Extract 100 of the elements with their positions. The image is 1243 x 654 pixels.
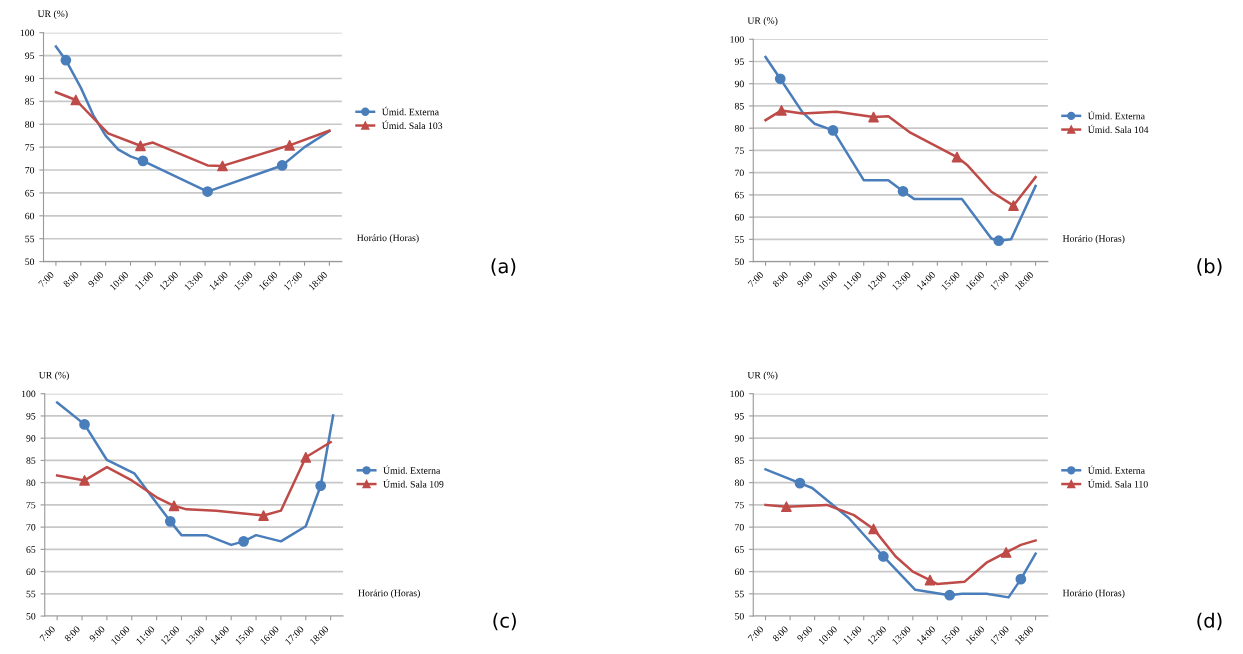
y-tick-label: 75 [25, 144, 35, 151]
y-tick-label: 90 [25, 75, 35, 82]
x-axis-title: Horário (Horas) [357, 234, 419, 244]
point [135, 140, 146, 152]
legend-label: Úmid. Sala 103 [382, 120, 443, 130]
y-tick-label: 70 [735, 169, 744, 177]
y-axis-title: UR (%) [747, 17, 778, 26]
point [827, 125, 839, 136]
text: (c) [493, 612, 516, 631]
point [951, 151, 963, 163]
y-tick-label: 60 [26, 568, 36, 576]
y-tick-label: 100 [730, 390, 744, 398]
x-tick-label: 9:00 [88, 625, 106, 642]
y-tick-label: 90 [734, 435, 744, 442]
y-tick-label: 50 [26, 612, 36, 620]
point [781, 501, 792, 513]
point [70, 94, 82, 106]
y-tick-label: 95 [734, 412, 744, 420]
y-tick-label: 70 [25, 166, 35, 174]
y-tick-label: 65 [25, 189, 35, 197]
x-tick-label: 8:00 [772, 271, 789, 288]
legend-label: Úmid. Externa [1087, 465, 1145, 474]
y-tick-label: 100 [20, 29, 35, 37]
y-tick-label: 75 [735, 147, 744, 154]
x-axis-title: Horário (Horas) [358, 589, 420, 599]
point [1000, 547, 1012, 558]
y-tick-label: 100 [730, 36, 744, 43]
x-tick-label: 9:00 [87, 271, 105, 288]
x-axis-title: Horário (Horas) [1062, 589, 1125, 599]
y-tick-label: 70 [735, 524, 744, 531]
y-tick-label: 75 [26, 501, 36, 509]
y-tick-label: 80 [734, 479, 744, 487]
legend-label: Úmid. Externa [1087, 110, 1145, 120]
point [79, 475, 90, 486]
y-tick-label: 55 [735, 236, 744, 243]
y-tick-label: 95 [25, 52, 35, 60]
point [284, 139, 295, 151]
y-tick-label: 90 [734, 80, 744, 88]
point [924, 574, 936, 586]
y-tick-label: 65 [734, 546, 744, 553]
y-tick-label: 80 [25, 121, 35, 128]
point [794, 477, 806, 489]
legend-label: Úmid. Sala 109 [383, 479, 444, 488]
point [774, 73, 786, 85]
line-series [55, 401, 335, 547]
point [217, 160, 228, 172]
point [776, 105, 787, 116]
point [300, 451, 312, 463]
point [1015, 573, 1027, 585]
y-tick-label: 95 [734, 58, 744, 65]
y-tick-label: 80 [26, 479, 36, 487]
x-tick-label: 9:00 [796, 625, 813, 642]
point [897, 185, 909, 197]
y-tick-label: 65 [734, 191, 744, 199]
y-tick-label: 60 [25, 212, 35, 220]
y-tick-label: 60 [734, 568, 744, 576]
line-series [764, 468, 1037, 599]
x-tick-label: 8:00 [62, 271, 80, 288]
y-tick-label: 60 [734, 214, 744, 221]
x-axis-title: Horário (Horas) [1062, 234, 1125, 244]
point [79, 419, 90, 430]
legend-label: Úmid. Externa [383, 465, 441, 474]
point [1008, 200, 1019, 211]
text: (b) [1197, 258, 1222, 276]
x-tick-label: 7:00 [747, 271, 764, 288]
y-tick-label: 50 [735, 612, 744, 620]
y-tick-label: 50 [25, 258, 35, 266]
x-tick-label: 7:00 [38, 271, 55, 288]
point [315, 480, 327, 492]
point [164, 515, 176, 527]
x-tick-label: 8:00 [772, 625, 789, 642]
y-tick-label: 85 [25, 98, 35, 105]
point [60, 54, 72, 66]
point [238, 536, 249, 547]
y-tick-label: 55 [735, 590, 744, 598]
x-tick-label: 7:00 [747, 625, 764, 642]
legend-label: Úmid. Sala 104 [1087, 124, 1149, 134]
y-tick-label: 80 [734, 125, 744, 132]
x-tick-label: 7:00 [39, 625, 56, 642]
text: (d) [1197, 612, 1222, 631]
point [276, 160, 288, 171]
y-tick-label: 95 [26, 412, 36, 420]
point [993, 235, 1005, 247]
y-axis-title: UR (%) [747, 371, 778, 381]
point [137, 155, 149, 167]
legend-label: Úmid. Externa [382, 106, 439, 116]
y-tick-label: 50 [735, 258, 744, 266]
y-tick-label: 100 [21, 390, 36, 398]
x-tick-label: 9:00 [796, 271, 813, 288]
y-tick-label: 85 [734, 457, 744, 464]
point [868, 111, 879, 123]
point [168, 500, 180, 512]
y-tick-label: 55 [25, 235, 35, 243]
y-tick-label: 85 [26, 457, 36, 464]
y-tick-label: 55 [26, 590, 36, 598]
line-series [764, 503, 1037, 586]
x-tick-label: 8:00 [64, 625, 81, 642]
y-tick-label: 85 [734, 102, 744, 110]
point [258, 510, 269, 521]
y-tick-label: 75 [735, 501, 744, 509]
